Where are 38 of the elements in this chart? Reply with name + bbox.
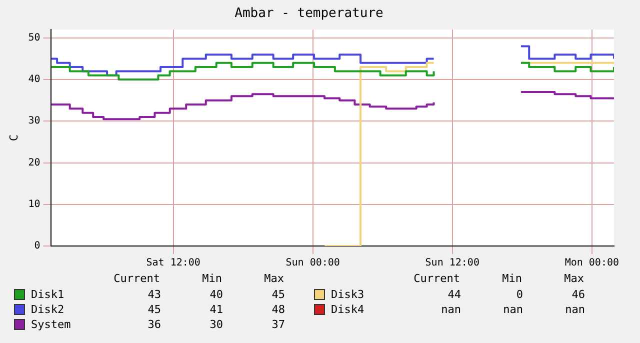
text: 43 bbox=[146, 288, 161, 301]
text: Max bbox=[564, 272, 584, 285]
text: Current bbox=[414, 272, 460, 285]
text: Min bbox=[201, 272, 222, 285]
x-tick-label: Mon 00:00 bbox=[564, 258, 619, 269]
y-tick-label: 10 bbox=[28, 198, 40, 210]
y-axis-title: C bbox=[7, 134, 20, 142]
y-tick-label: 20 bbox=[28, 157, 40, 168]
text: 45 bbox=[146, 303, 161, 316]
text: nan bbox=[502, 303, 523, 316]
text: 37 bbox=[270, 318, 285, 331]
y-tick-label: 40 bbox=[28, 74, 40, 86]
legend-label: Disk2 bbox=[31, 303, 66, 316]
text: 44 bbox=[446, 288, 461, 301]
y-tick-label: 50 bbox=[28, 32, 40, 44]
legend-label: Disk4 bbox=[331, 303, 366, 316]
text: Current bbox=[112, 272, 160, 285]
y-tick-label: 0 bbox=[34, 240, 40, 252]
legend-label: Disk1 bbox=[31, 288, 66, 301]
text: Max bbox=[263, 272, 284, 285]
x-tick-label: Sat 12:00 bbox=[146, 258, 200, 269]
text: nan bbox=[440, 303, 461, 316]
x-tick-label: Sun 00:00 bbox=[286, 258, 340, 269]
chart-title: Ambar - temperature bbox=[234, 6, 384, 22]
text: 40 bbox=[208, 288, 223, 301]
text: 36 bbox=[146, 318, 161, 331]
text: 41 bbox=[208, 303, 223, 316]
y-tick-label: 30 bbox=[28, 116, 40, 127]
text: 48 bbox=[270, 303, 285, 316]
text: Min bbox=[502, 272, 522, 285]
text: nan bbox=[564, 303, 585, 316]
text: 46 bbox=[570, 288, 585, 301]
x-tick-label: Sun 12:00 bbox=[425, 258, 480, 269]
text: 45 bbox=[270, 288, 285, 301]
text: 0 bbox=[515, 288, 523, 301]
legend-label: System bbox=[31, 318, 72, 331]
text: 30 bbox=[208, 318, 223, 331]
legend-label: Disk3 bbox=[331, 288, 366, 301]
